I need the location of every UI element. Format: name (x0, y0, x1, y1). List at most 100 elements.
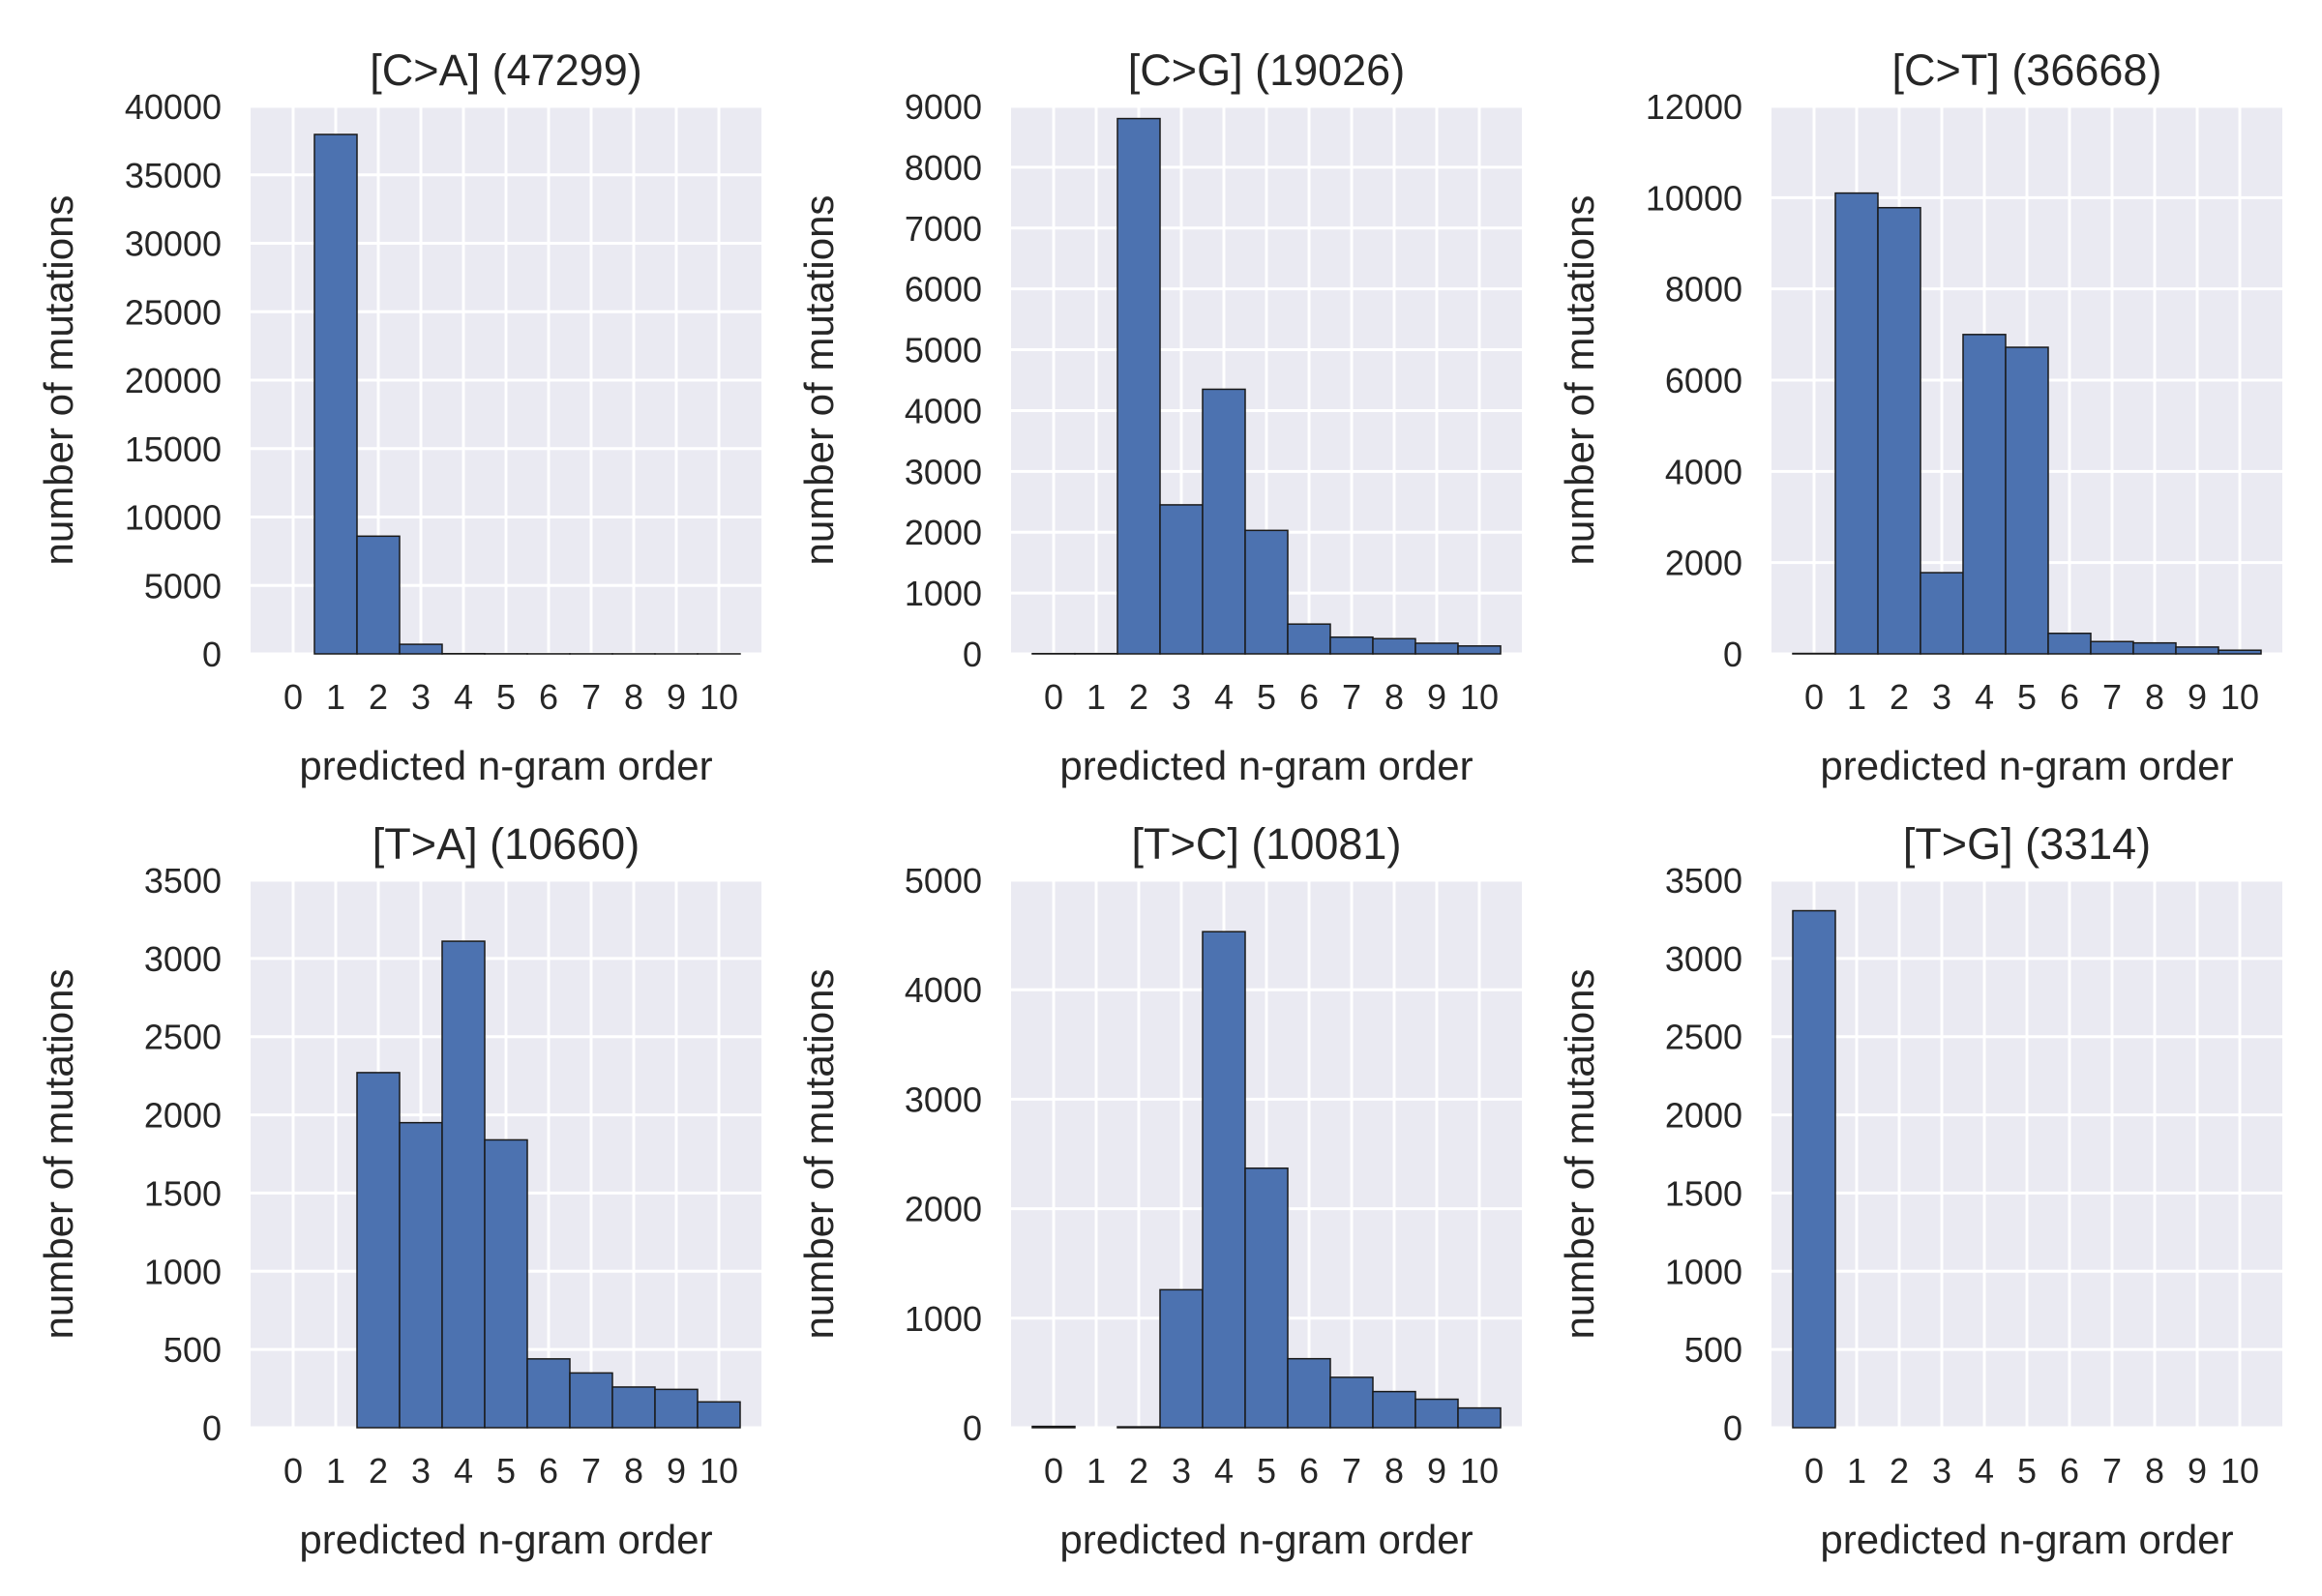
y-tick-label: 4000 (905, 391, 982, 430)
bar-7 (1329, 1376, 1374, 1429)
x-tick-label: 2 (369, 677, 388, 717)
y-tick-label: 7000 (905, 209, 982, 249)
x-tick-label: 5 (2017, 677, 2037, 717)
x-tick-label: 10 (1460, 1451, 1499, 1491)
bar-7 (1329, 635, 1374, 655)
bar-5 (1244, 529, 1289, 655)
bar-9 (654, 1388, 699, 1429)
x-tick-label: 7 (2102, 677, 2122, 717)
x-tick-label: 8 (1384, 1451, 1404, 1491)
bar-5 (484, 1138, 528, 1429)
bar-6 (1287, 623, 1331, 655)
x-tick-label: 2 (1890, 677, 1909, 717)
x-tick-label: 10 (2220, 677, 2259, 717)
x-tick-label: 4 (1975, 1451, 1994, 1491)
chart-title: [T>A] (10660) (372, 819, 640, 869)
bar-1 (313, 133, 358, 655)
x-axis-label: predicted n-gram order (299, 1517, 712, 1562)
x-tick-label: 1 (1087, 1451, 1106, 1491)
y-tick-label: 3500 (144, 861, 222, 901)
x-tick-label: 7 (2102, 1451, 2122, 1491)
y-tick-label: 0 (1723, 1408, 1742, 1448)
y-tick-label: 0 (202, 635, 222, 674)
bar-9 (1414, 642, 1459, 655)
x-tick-label: 9 (667, 1451, 686, 1491)
y-tick-label: 12000 (1646, 87, 1742, 127)
y-tick-label: 3000 (1665, 939, 1742, 979)
bar-8 (611, 1386, 656, 1429)
y-tick-label: 2000 (1665, 544, 1742, 583)
x-axis-label: predicted n-gram order (1820, 743, 2233, 788)
bar-4 (441, 940, 486, 1429)
x-tick-label: 5 (496, 677, 516, 717)
x-tick-label: 2 (1129, 1451, 1148, 1491)
bar-3 (1920, 572, 1964, 655)
y-tick-label: 0 (963, 1408, 982, 1448)
y-tick-label: 0 (963, 635, 982, 674)
y-tick-label: 1000 (1665, 1252, 1742, 1291)
x-tick-label: 4 (454, 1451, 473, 1491)
y-tick-label: 3000 (144, 939, 222, 979)
x-tick-label: 4 (1214, 1451, 1234, 1491)
x-tick-label: 0 (283, 677, 303, 717)
x-tick-label: 2 (1890, 1451, 1909, 1491)
y-tick-label: 8000 (1665, 270, 1742, 310)
y-tick-label: 500 (164, 1330, 222, 1370)
x-tick-label: 1 (326, 677, 345, 717)
x-tick-label: 3 (1172, 1451, 1191, 1491)
y-axis-label: number of mutations (1557, 195, 1602, 566)
x-tick-label: 7 (581, 1451, 601, 1491)
x-tick-label: 9 (667, 677, 686, 717)
y-axis-label: number of mutations (36, 195, 81, 566)
chart-panel-0: 0 5000 10000 15000 20000 25000 30000 35000 40000… (36, 45, 761, 788)
y-tick-label: 1000 (905, 574, 982, 613)
y-tick-label: 9000 (905, 87, 982, 127)
bar-9 (1414, 1398, 1459, 1429)
x-tick-label: 3 (1932, 677, 1951, 717)
bar-4 (1202, 388, 1246, 655)
x-tick-label: 5 (2017, 1451, 2037, 1491)
x-tick-label: 9 (2188, 1451, 2207, 1491)
bar-6 (1287, 1357, 1331, 1429)
bar-3 (1159, 1288, 1204, 1429)
x-tick-label: 1 (326, 1451, 345, 1491)
chart-title: [T>C] (10081) (1132, 819, 1402, 869)
x-tick-label: 8 (2145, 1451, 2164, 1491)
y-tick-label: 40000 (125, 87, 222, 127)
x-tick-label: 9 (2188, 677, 2207, 717)
bar-2 (1116, 1426, 1161, 1429)
x-tick-label: 2 (369, 1451, 388, 1491)
y-tick-label: 1000 (144, 1252, 222, 1291)
bar-4 (1202, 931, 1246, 1429)
y-tick-label: 2000 (905, 513, 982, 552)
y-tick-label: 10000 (1646, 178, 1742, 218)
x-tick-label: 0 (1804, 1451, 1824, 1491)
x-axis-label: predicted n-gram order (1820, 1517, 2233, 1562)
y-tick-label: 2500 (1665, 1018, 1742, 1057)
bar-2 (356, 535, 401, 655)
y-axis-label: number of mutations (36, 969, 81, 1340)
bar-3 (1159, 504, 1204, 655)
x-tick-label: 1 (1087, 677, 1106, 717)
bar-5 (2005, 346, 2049, 655)
x-tick-label: 8 (1384, 677, 1404, 717)
y-tick-label: 4000 (1665, 452, 1742, 491)
bar-2 (356, 1072, 401, 1429)
x-tick-label: 9 (1427, 677, 1446, 717)
x-axis-label: predicted n-gram order (1059, 1517, 1473, 1562)
bar-8 (1372, 637, 1416, 655)
y-tick-label: 6000 (905, 270, 982, 310)
x-tick-label: 10 (2220, 1451, 2259, 1491)
bar-3 (399, 1121, 443, 1429)
x-tick-label: 6 (1299, 677, 1319, 717)
bar-6 (526, 1358, 571, 1429)
x-tick-label: 0 (1044, 677, 1063, 717)
x-axis-label: predicted n-gram order (299, 743, 712, 788)
bar-2 (1116, 117, 1161, 655)
x-tick-label: 1 (1847, 1451, 1866, 1491)
y-tick-label: 8000 (905, 148, 982, 188)
